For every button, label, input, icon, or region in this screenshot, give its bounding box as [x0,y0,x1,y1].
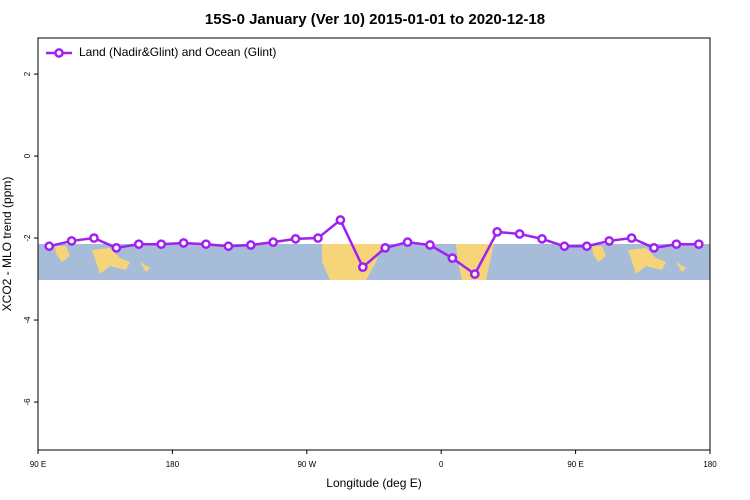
point [245,240,256,250]
point [44,241,55,252]
y-axis-label: XCO2 - MLO trend (ppm) [0,177,14,312]
point [335,215,346,225]
y-tick-label: 2 [23,71,32,76]
point [268,237,279,248]
point [581,241,592,252]
point [178,238,189,248]
point [425,240,435,250]
legend-label: Land (Nadir&Glint) and Ocean (Glint) [79,45,276,59]
x-tick-label: 90 W [297,460,316,469]
chart-title: 15S-0 January (Ver 10) 2015-01-01 to 202… [205,11,545,28]
point [604,236,615,246]
point [671,239,682,250]
point [492,227,503,237]
plot-frame [37,37,711,451]
y-tick-label: 0 [23,153,32,158]
x-tick-label: 90 E [30,460,46,469]
point [514,229,525,239]
point [89,233,99,243]
map-band [38,244,710,280]
y-tick-label: -6 [23,398,32,406]
point [537,234,547,244]
x-axis-label: Longitude (deg E) [326,476,421,490]
point [223,241,234,252]
point [156,239,167,250]
point [313,233,323,243]
point [402,237,413,248]
point [469,269,480,279]
point [649,243,659,253]
x-tick-label: 180 [703,460,717,469]
point [559,241,570,252]
x-tick-label: 90 E [567,460,583,469]
point [133,239,144,250]
y-tick-label: -2 [23,234,32,242]
point [66,236,77,246]
y-tick-label: -4 [23,316,32,324]
x-tick-label: 180 [166,460,180,469]
point [111,243,122,253]
point [626,233,637,243]
legend-marker [54,48,64,58]
point [447,253,458,263]
x-tick-label: 0 [439,460,444,469]
point [357,262,368,273]
point [693,239,704,250]
point [380,243,391,253]
point [201,239,211,250]
point [290,234,301,244]
